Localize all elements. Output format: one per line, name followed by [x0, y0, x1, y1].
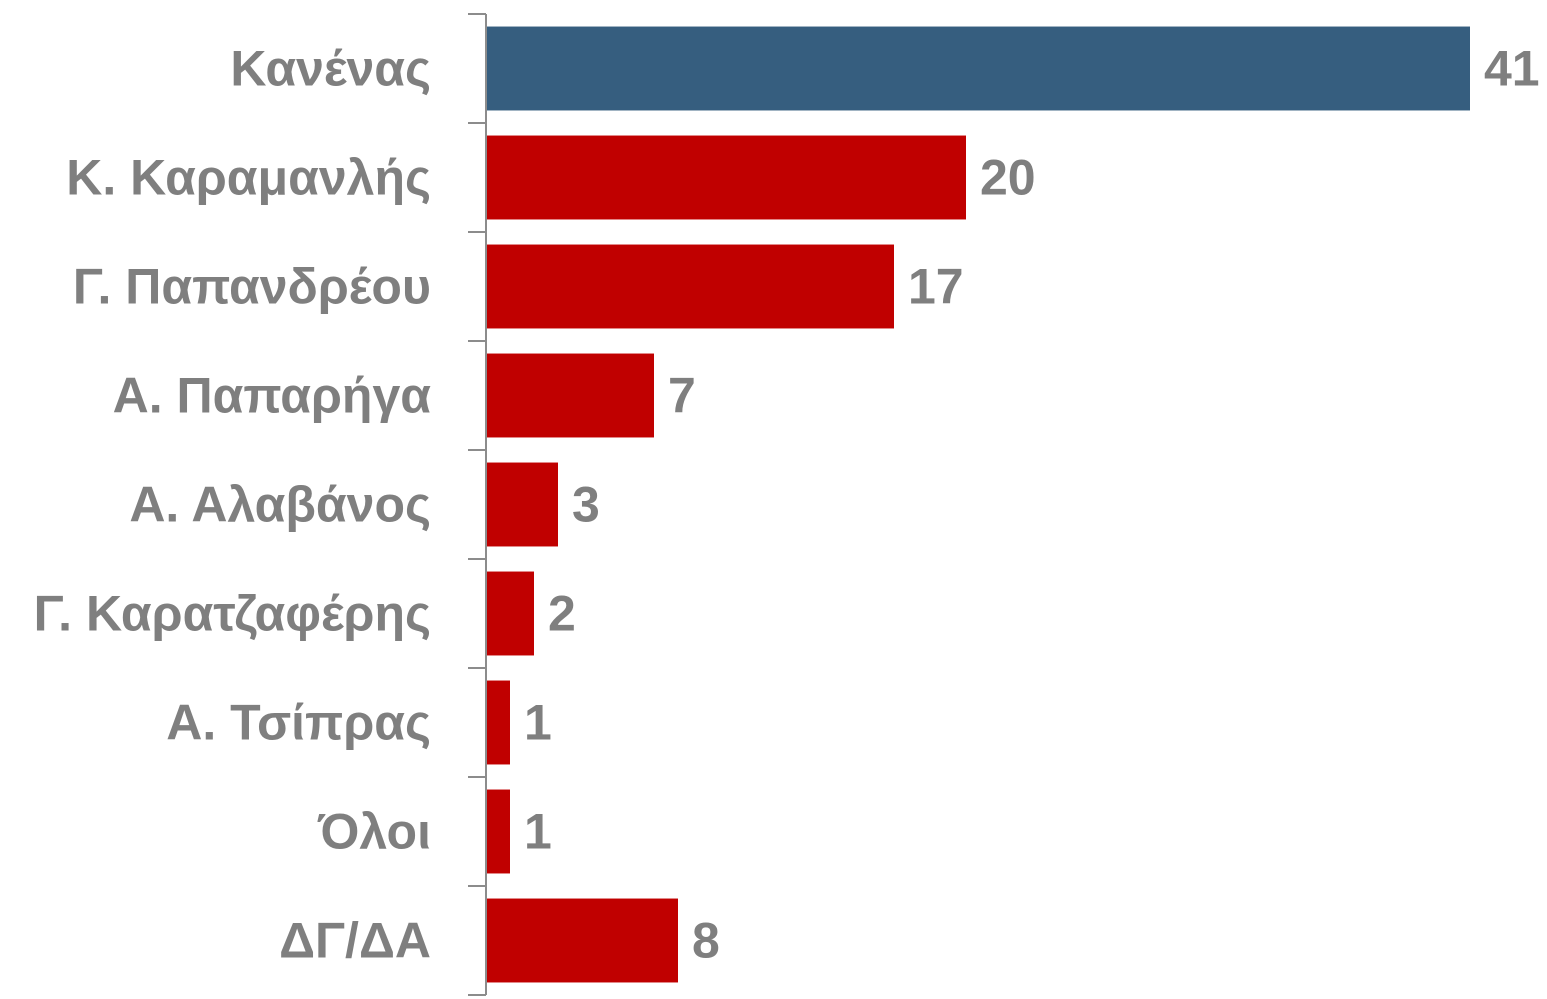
bar-8	[486, 789, 510, 874]
category-label: Όλοι	[317, 804, 431, 860]
value-label: 41	[1484, 41, 1540, 97]
category-label: Α. Αλαβάνος	[129, 477, 431, 533]
value-labels-group: 41 20 17 7 3 2 1 1 8	[524, 41, 1540, 969]
bar-4	[486, 353, 654, 438]
y-axis	[468, 13, 487, 996]
category-label: Κ. Καραμανλής	[66, 150, 431, 206]
value-label: 3	[572, 477, 600, 533]
value-label: 20	[980, 150, 1036, 206]
value-label: 17	[908, 259, 964, 315]
bar-6	[486, 571, 534, 656]
bar-9	[486, 898, 678, 983]
value-label: 1	[524, 695, 552, 751]
bar-5	[486, 462, 558, 547]
bar-7	[486, 680, 510, 765]
value-label: 2	[548, 586, 576, 642]
category-labels-group: Κανένας Κ. Καραμανλής Γ. Παπανδρέου Α. Παπα…	[34, 41, 432, 969]
value-label: 8	[692, 913, 720, 969]
category-label: ΔΓ/ΔΑ	[279, 913, 431, 969]
category-label: Α. Τσίπρας	[166, 695, 431, 751]
value-label: 1	[524, 804, 552, 860]
bar-1	[486, 26, 1470, 111]
value-label: 7	[668, 368, 696, 424]
bar-2	[486, 135, 966, 220]
bar-3	[486, 244, 894, 329]
bars-group	[486, 26, 1470, 983]
category-label: Α. Παπαρήγα	[113, 368, 432, 424]
category-label: Γ. Καρατζαφέρης	[34, 586, 431, 642]
category-label: Κανένας	[230, 41, 431, 97]
category-label: Γ. Παπανδρέου	[73, 259, 431, 315]
